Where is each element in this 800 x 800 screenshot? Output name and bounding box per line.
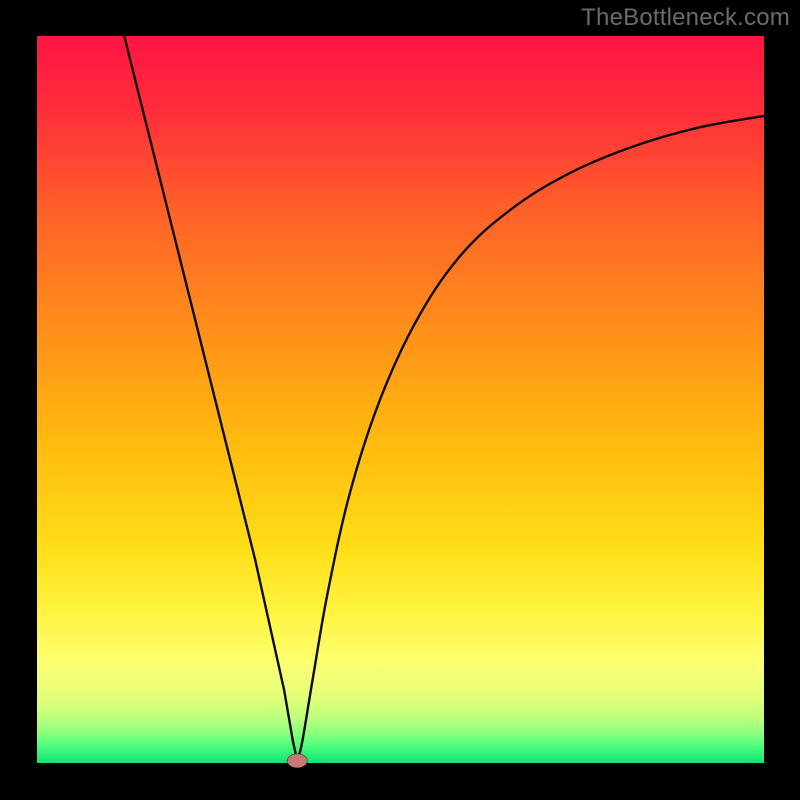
watermark-text: TheBottleneck.com [581, 4, 790, 32]
chart-container: TheBottleneck.com [0, 0, 800, 800]
plot-area [37, 36, 764, 763]
minimum-marker [287, 754, 307, 768]
bottleneck-chart [0, 0, 800, 800]
